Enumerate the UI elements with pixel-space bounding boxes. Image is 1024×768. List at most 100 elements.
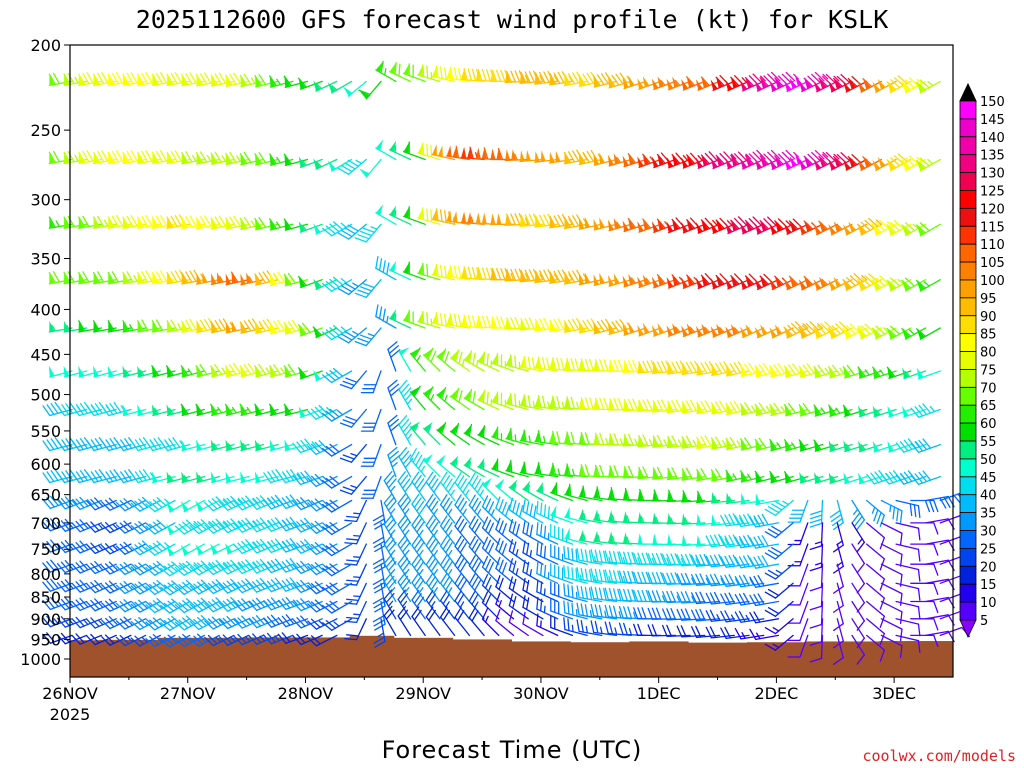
barb-half-flag bbox=[250, 77, 256, 84]
barb-pennant bbox=[464, 350, 472, 362]
barb-pennant bbox=[298, 221, 306, 233]
barb-flag bbox=[886, 279, 897, 289]
wind-barb bbox=[298, 77, 323, 90]
wind-barb bbox=[593, 217, 618, 231]
barb-pennant bbox=[49, 320, 55, 332]
barb-shaft bbox=[299, 158, 323, 169]
barb-flag bbox=[239, 152, 248, 165]
barb-flag bbox=[603, 359, 609, 372]
barb-flag bbox=[582, 151, 590, 163]
barb-shaft bbox=[375, 69, 397, 83]
barb-shaft bbox=[436, 355, 456, 372]
barb-flag bbox=[254, 365, 263, 377]
barb-flag bbox=[126, 72, 134, 85]
barb-pennant bbox=[857, 159, 866, 171]
wind-barb bbox=[578, 272, 603, 286]
barb-flag bbox=[380, 60, 384, 74]
barb-flag bbox=[759, 77, 770, 87]
barb-half-flag bbox=[51, 324, 56, 332]
barb-pennant bbox=[857, 328, 866, 339]
barb-pennant bbox=[481, 212, 487, 224]
barb-pennant bbox=[901, 280, 910, 291]
barb-pennant bbox=[477, 352, 485, 364]
barb-flag bbox=[269, 153, 277, 165]
barb-pennant bbox=[519, 318, 525, 331]
barb-flag bbox=[871, 223, 882, 234]
barb-flag bbox=[298, 367, 307, 378]
barb-half-flag bbox=[616, 156, 622, 164]
wind-barb bbox=[210, 272, 235, 286]
barb-flag bbox=[92, 271, 101, 284]
barb-flag bbox=[840, 152, 851, 162]
barb-flag bbox=[774, 155, 784, 165]
barb-half-flag bbox=[490, 360, 493, 369]
barb-flag bbox=[879, 275, 890, 285]
barb-flag bbox=[788, 220, 799, 230]
barb-flag bbox=[232, 362, 241, 374]
barb-flag bbox=[247, 362, 256, 374]
wind-barb bbox=[548, 357, 574, 372]
wind-barb bbox=[754, 216, 780, 235]
barb-flag bbox=[122, 73, 130, 86]
barb-flag bbox=[534, 215, 542, 227]
barb-pennant bbox=[828, 81, 836, 92]
barb-flag bbox=[893, 155, 904, 165]
barb-pennant bbox=[725, 157, 733, 169]
barb-flag bbox=[744, 76, 755, 87]
barb-half-flag bbox=[430, 71, 433, 80]
barb-flag bbox=[426, 208, 429, 222]
barb-flag bbox=[774, 220, 784, 230]
wind-barb bbox=[283, 364, 309, 378]
barb-flag bbox=[510, 317, 517, 330]
barb-half-flag bbox=[822, 279, 829, 286]
barb-flag bbox=[632, 360, 639, 373]
barb-flag bbox=[362, 388, 376, 390]
wind-barb bbox=[769, 149, 799, 171]
barb-flag bbox=[422, 262, 425, 276]
barb-flag bbox=[435, 208, 439, 222]
barb-flag bbox=[791, 322, 801, 333]
barb-flag bbox=[486, 315, 491, 329]
barb-pennant bbox=[410, 347, 421, 358]
wind-barb bbox=[63, 365, 88, 378]
barb-half-flag bbox=[352, 282, 359, 288]
barb-half-flag bbox=[461, 359, 465, 367]
barb-shaft bbox=[375, 212, 397, 225]
barb-flag bbox=[847, 156, 858, 166]
barb-flag bbox=[578, 74, 586, 86]
barb-flag bbox=[239, 217, 248, 229]
barb-flag bbox=[619, 72, 628, 84]
barb-flag bbox=[671, 361, 679, 374]
barb-flag bbox=[491, 268, 498, 281]
barb-flag bbox=[141, 319, 149, 331]
barb-pennant bbox=[730, 323, 739, 335]
barb-flag bbox=[233, 215, 241, 227]
wind-barb bbox=[784, 275, 809, 291]
wind-barb bbox=[901, 222, 927, 237]
wind-barb bbox=[254, 74, 279, 88]
barb-flag bbox=[341, 285, 353, 293]
barb-flag bbox=[357, 234, 370, 240]
wind-barb bbox=[354, 279, 382, 298]
wind-barb bbox=[78, 365, 103, 378]
barb-flag bbox=[467, 266, 472, 280]
barb-flag bbox=[204, 215, 212, 227]
wind-barb bbox=[769, 218, 794, 235]
barb-flag bbox=[269, 321, 277, 333]
barb-half-flag bbox=[386, 315, 389, 324]
barb-flag bbox=[675, 361, 683, 373]
barb-pennant bbox=[672, 76, 679, 88]
barb-pennant bbox=[593, 154, 600, 166]
barb-pennant bbox=[549, 151, 555, 163]
wind-barb bbox=[240, 272, 264, 286]
barb-flag bbox=[600, 73, 609, 85]
terrain-block bbox=[99, 639, 159, 677]
barb-pennant bbox=[813, 223, 822, 235]
barb-flag bbox=[243, 151, 252, 164]
barb-flag bbox=[189, 270, 197, 282]
barb-flag bbox=[345, 377, 358, 383]
barb-flag bbox=[781, 73, 792, 84]
barb-flag bbox=[204, 72, 212, 84]
barb-flag bbox=[347, 224, 359, 232]
barb-flag bbox=[846, 277, 856, 287]
